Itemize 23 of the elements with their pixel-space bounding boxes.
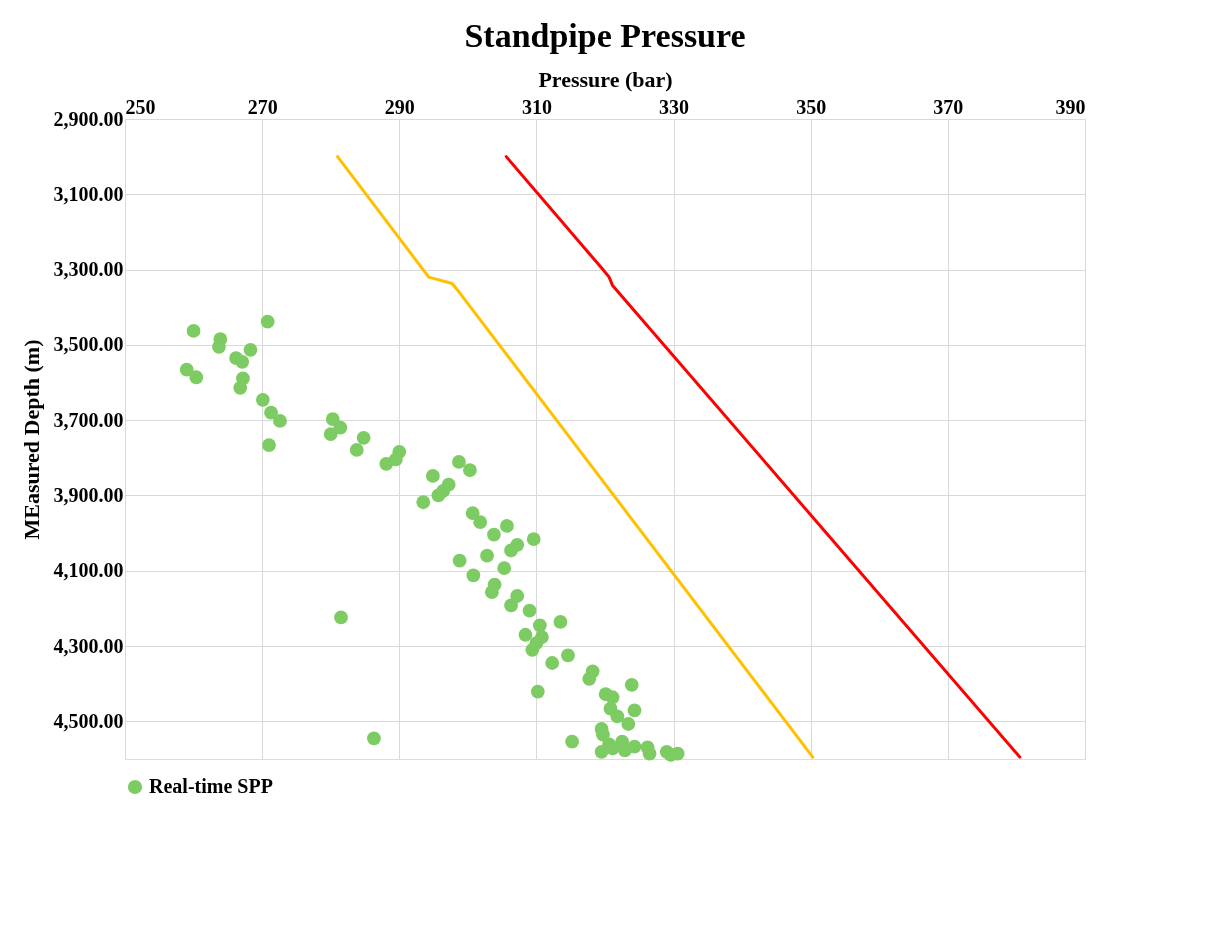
x-tick-label: 370 [933, 95, 964, 118]
line-series [336, 155, 815, 759]
x-axis-title: Pressure (bar) [538, 66, 673, 92]
y-tick-label: 2,900.00 [53, 107, 124, 130]
y-tick-label: 3,100.00 [53, 182, 124, 205]
x-tick-label: 330 [659, 95, 690, 118]
y-axis-title: MEasured Depth (m) [18, 339, 44, 540]
y-tick-label: 4,500.00 [53, 709, 124, 732]
x-tick-label: 390 [1055, 95, 1086, 118]
line-series [504, 155, 1022, 759]
x-tick-label: 350 [796, 95, 827, 118]
y-tick-label: 3,500.00 [53, 333, 124, 356]
x-tick-label: 270 [247, 95, 278, 118]
x-tick-label: 290 [384, 95, 415, 118]
legend-label: Real-time SPP [149, 775, 273, 797]
y-tick-label: 3,900.00 [53, 483, 124, 506]
x-tick-label: 250 [125, 95, 156, 118]
y-tick-label: 3,700.00 [53, 408, 124, 431]
y-tick-label: 4,100.00 [53, 559, 124, 582]
chart-title: Standpipe Pressure [464, 17, 746, 54]
x-tick-label: 310 [521, 95, 552, 118]
y-tick-label: 3,300.00 [53, 258, 124, 281]
y-tick-label: 4,300.00 [53, 634, 124, 657]
